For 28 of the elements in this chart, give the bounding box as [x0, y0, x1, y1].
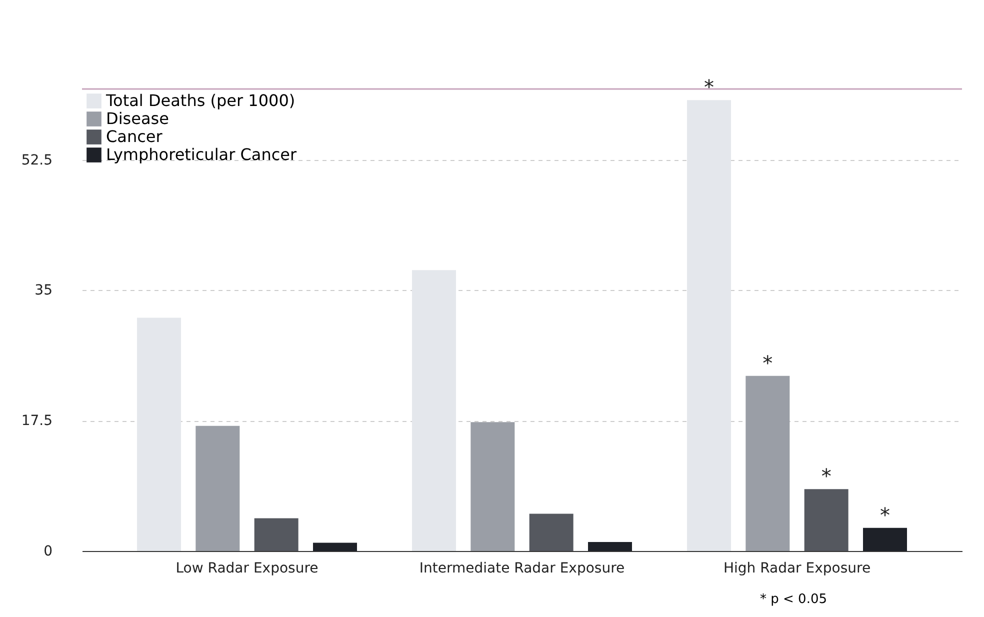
bar — [746, 376, 790, 551]
bar — [863, 528, 907, 551]
x-tick-label: Intermediate Radar Exposure — [419, 560, 625, 576]
y-tick-label: 17.5 — [21, 413, 52, 430]
bar — [687, 100, 731, 551]
bar — [470, 422, 515, 551]
bar — [137, 318, 181, 551]
bar — [254, 518, 298, 551]
text: * p < 0.05 — [760, 592, 827, 607]
x-tick-label: Low Radar Exposure — [176, 560, 318, 576]
annotation: * — [880, 502, 890, 527]
bar — [804, 489, 848, 551]
y-tick-label: 52.5 — [21, 152, 52, 168]
legend-label: Cancer — [106, 127, 163, 146]
y-tick-label: 35 — [34, 282, 52, 299]
y-tick-label: 0 — [44, 544, 52, 560]
legend-label: Lymphoreticular Cancer — [106, 145, 297, 164]
bar — [529, 514, 574, 551]
bar — [588, 542, 632, 551]
bar — [313, 542, 357, 551]
legend-label: Total Deaths (per 1000) — [105, 91, 296, 110]
annotation: * — [704, 75, 714, 100]
annotation: * — [762, 350, 773, 375]
legend-label: Disease — [106, 109, 169, 128]
bar — [196, 426, 240, 551]
annotation: * — [821, 464, 832, 488]
bar — [412, 270, 456, 551]
x-tick-label: High Radar Exposure — [723, 560, 871, 576]
